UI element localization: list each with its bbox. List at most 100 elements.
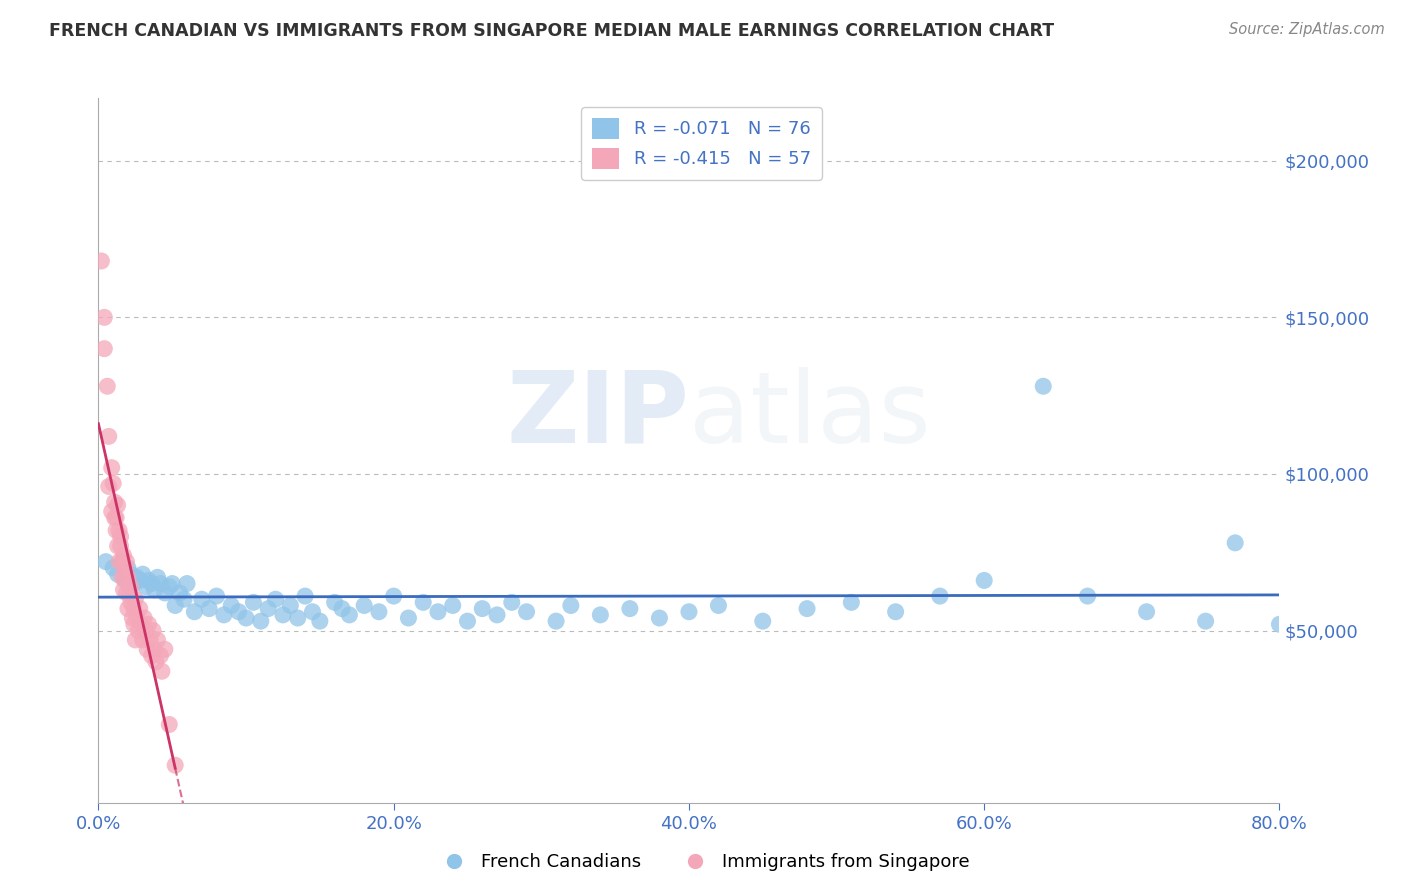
Point — [427, 605, 450, 619]
Point — [93, 310, 115, 325]
Point — [139, 632, 162, 647]
Text: FRENCH CANADIAN VS IMMIGRANTS FROM SINGAPORE MEDIAN MALE EARNINGS CORRELATION CH: FRENCH CANADIAN VS IMMIGRANTS FROM SINGA… — [49, 22, 1054, 40]
Point — [97, 479, 120, 493]
Point — [114, 570, 136, 584]
Point — [1195, 614, 1218, 628]
Text: Source: ZipAtlas.com: Source: ZipAtlas.com — [1229, 22, 1385, 37]
Point — [112, 582, 135, 597]
Point — [149, 648, 172, 663]
Point — [198, 601, 221, 615]
Point — [110, 530, 132, 544]
Point — [104, 495, 127, 509]
Point — [560, 599, 582, 613]
Point — [153, 642, 176, 657]
Point — [146, 570, 169, 584]
Point — [183, 605, 205, 619]
Point — [132, 567, 155, 582]
Point — [471, 601, 494, 615]
Point — [100, 460, 122, 475]
Point — [165, 758, 187, 772]
Point — [115, 555, 138, 569]
Point — [145, 655, 167, 669]
Point — [134, 611, 156, 625]
Point — [1136, 605, 1159, 619]
Point — [115, 586, 138, 600]
Point — [323, 595, 346, 609]
Point — [107, 498, 129, 512]
Point — [110, 539, 132, 553]
Point — [280, 599, 302, 613]
Point — [118, 586, 141, 600]
Point — [141, 648, 163, 663]
Point — [138, 574, 160, 588]
Point — [111, 570, 134, 584]
Point — [176, 576, 198, 591]
Point — [398, 611, 420, 625]
Point — [111, 555, 134, 569]
Point — [143, 582, 166, 597]
Point — [212, 607, 235, 622]
Point — [132, 632, 155, 647]
Point — [112, 549, 135, 563]
Point — [128, 601, 150, 615]
Point — [107, 539, 129, 553]
Point — [121, 611, 143, 625]
Point — [117, 561, 139, 575]
Point — [90, 254, 112, 268]
Point — [105, 524, 128, 538]
Point — [157, 580, 180, 594]
Point — [94, 555, 117, 569]
Point — [141, 576, 163, 591]
Point — [205, 589, 228, 603]
Point — [457, 614, 479, 628]
Point — [103, 476, 125, 491]
Point — [142, 624, 165, 638]
Point — [301, 605, 323, 619]
Point — [117, 570, 139, 584]
Legend: French Canadians, Immigrants from Singapore: French Canadians, Immigrants from Singap… — [429, 847, 977, 879]
Point — [96, 379, 118, 393]
Point — [501, 595, 523, 609]
Text: atlas: atlas — [689, 367, 931, 464]
Point — [648, 611, 671, 625]
Point — [796, 601, 818, 615]
Point — [353, 599, 375, 613]
Point — [382, 589, 405, 603]
Point — [973, 574, 995, 588]
Point — [105, 510, 128, 524]
Point — [129, 617, 152, 632]
Point — [884, 605, 907, 619]
Point — [330, 601, 353, 615]
Point — [120, 595, 142, 609]
Point — [122, 617, 145, 632]
Point — [264, 592, 287, 607]
Point — [242, 595, 264, 609]
Point — [124, 632, 146, 647]
Point — [149, 576, 172, 591]
Point — [136, 642, 159, 657]
Point — [1077, 589, 1099, 603]
Point — [114, 574, 136, 588]
Point — [1268, 617, 1291, 632]
Point — [368, 605, 391, 619]
Point — [235, 611, 257, 625]
Point — [128, 574, 150, 588]
Point — [257, 601, 280, 615]
Point — [143, 642, 166, 657]
Point — [122, 601, 145, 615]
Point — [228, 605, 250, 619]
Point — [124, 592, 146, 607]
Point — [441, 599, 464, 613]
Point — [150, 665, 173, 679]
Point — [120, 567, 142, 582]
Point — [165, 599, 187, 613]
Point — [146, 632, 169, 647]
Point — [111, 555, 134, 569]
Point — [97, 429, 120, 443]
Point — [486, 607, 509, 622]
Point — [117, 601, 139, 615]
Point — [138, 617, 160, 632]
Point — [1032, 379, 1054, 393]
Point — [1225, 536, 1247, 550]
Point — [339, 607, 361, 622]
